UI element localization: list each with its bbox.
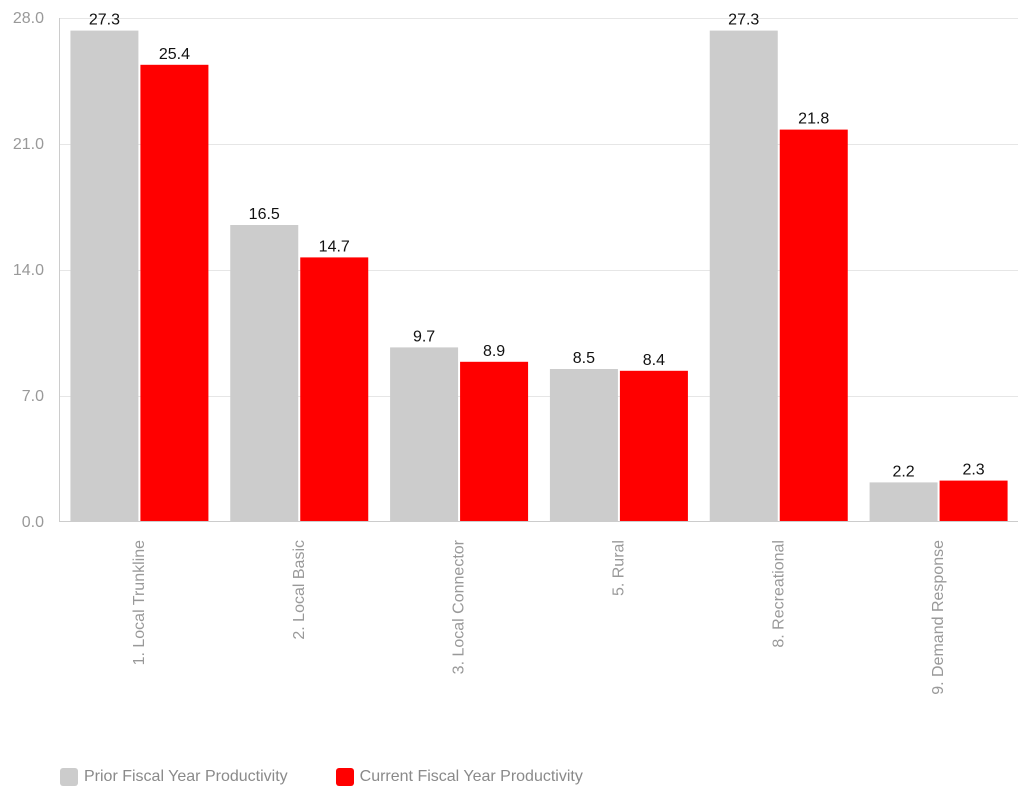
bar — [230, 225, 299, 522]
data-label: 8.4 — [643, 352, 665, 369]
data-label: 8.9 — [483, 343, 505, 360]
data-label: 25.4 — [159, 46, 190, 63]
data-label: 2.3 — [962, 462, 984, 479]
bar — [390, 347, 459, 522]
x-tick-label: 1. Local Trunkline — [131, 540, 148, 666]
bars — [70, 30, 1008, 523]
data-label: 27.3 — [89, 12, 120, 29]
data-label: 27.3 — [728, 12, 759, 29]
bar — [939, 480, 1008, 522]
bar — [70, 30, 139, 522]
legend-label-prior: Prior Fiscal Year Productivity — [84, 768, 288, 785]
y-tick-label: 0.0 — [22, 514, 44, 531]
bar — [779, 129, 848, 522]
legend-item-current[interactable]: Current Fiscal Year Productivity — [335, 768, 583, 786]
data-label: 16.5 — [249, 206, 280, 223]
data-label: 2.2 — [892, 463, 914, 480]
legend: Prior Fiscal Year Productivity Current F… — [60, 768, 631, 786]
data-label: 14.7 — [319, 238, 350, 255]
bar — [140, 64, 209, 523]
bar — [300, 257, 369, 522]
bar — [709, 30, 778, 522]
x-tick-label: 2. Local Basic — [291, 540, 308, 640]
bar — [460, 361, 529, 522]
x-tick-label: 8. Recreational — [770, 540, 787, 648]
bar — [549, 369, 618, 522]
data-label: 9.7 — [413, 328, 435, 345]
y-tick-label: 7.0 — [22, 388, 44, 405]
y-tick-label: 14.0 — [13, 262, 44, 279]
x-tick-label: 5. Rural — [610, 540, 627, 596]
legend-swatch-current — [335, 768, 354, 786]
x-tick-label: 9. Demand Response — [930, 540, 947, 695]
y-tick-label: 21.0 — [13, 136, 44, 153]
legend-item-prior[interactable]: Prior Fiscal Year Productivity — [60, 768, 288, 786]
x-tick-label: 3. Local Connector — [451, 539, 468, 674]
x-axis-ticks: 1. Local Trunkline 2. Local Basic 3. Local… — [131, 539, 947, 694]
grid-lines — [59, 18, 1018, 397]
y-axis-ticks: 0.0 7.0 14.0 21.0 28.0 — [13, 10, 44, 531]
y-tick-label: 28.0 — [13, 10, 44, 27]
legend-label-current: Current Fiscal Year Productivity — [359, 768, 583, 785]
legend-swatch-prior — [60, 768, 78, 786]
data-labels: 27.3 25.4 16.5 14.7 9.7 8.9 8.5 8.4 27.3 21.8 2.2 2… — [89, 12, 985, 481]
data-label: 8.5 — [573, 350, 595, 367]
bar — [619, 370, 688, 522]
data-label: 21.8 — [798, 111, 829, 128]
bar — [869, 482, 938, 522]
